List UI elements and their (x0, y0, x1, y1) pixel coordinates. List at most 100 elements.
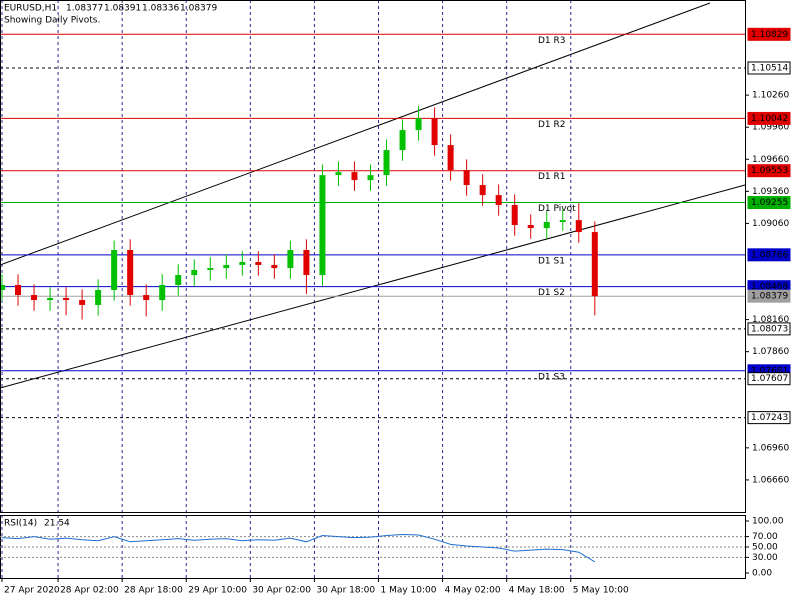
rsi-tick-label: 30.00 (752, 553, 778, 563)
candles-layer (0, 105, 598, 320)
rsi-layer (0, 534, 745, 563)
candle-body (79, 300, 86, 305)
level-price-box (747, 411, 791, 425)
y-tick-label: 1.09660 (752, 155, 789, 165)
candle-body (175, 275, 182, 285)
level-price-box (747, 111, 791, 125)
candle-body (111, 250, 118, 290)
level-price-box (747, 61, 791, 75)
x-tick-label: 30 Apr 18:00 (316, 586, 375, 596)
candle-body (303, 250, 310, 276)
ohlc-high: 1.08391 (104, 4, 141, 14)
candle-body (159, 284, 166, 301)
main-frame (0, 0, 746, 513)
x-tick-label: 1 May 10:00 (381, 586, 437, 596)
level-price-label: 1.08379 (751, 292, 788, 302)
candle-body (15, 284, 22, 296)
candle-body (191, 270, 198, 276)
level-price-box (747, 372, 791, 386)
x-tick-label: 4 May 18:00 (509, 586, 565, 596)
candle-body (319, 175, 326, 276)
level-price-label: 1.08468 (751, 282, 788, 292)
level-price-box (747, 27, 791, 41)
candle-body (223, 264, 230, 269)
level-price-label: 1.07681 (751, 366, 788, 376)
candle-body (31, 295, 38, 301)
rsi-tick-label: 70.00 (752, 532, 778, 542)
x-tick-label: 28 Apr 02:00 (60, 586, 119, 596)
candle-body (47, 298, 54, 301)
candle-body (591, 232, 598, 297)
level-price-label: 1.08073 (751, 324, 788, 334)
axis-layer: 27 Apr 2020 28 Apr 02:00 28 Apr 18:00 29 Ap… (1, 27, 791, 596)
candle-body (447, 145, 454, 171)
candle-body (367, 175, 374, 181)
x-tick-label: 30 Apr 02:00 (252, 586, 311, 596)
y-tick-label: 1.06660 (752, 475, 789, 485)
candle-body (0, 284, 6, 290)
candle-body (415, 118, 422, 131)
rsi-value: 21.54 (44, 519, 70, 529)
candle-body (479, 185, 486, 196)
level-price-label: 1.09255 (751, 198, 788, 208)
grid-layer (1, 0, 572, 578)
x-tick-label: 27 Apr 2020 (4, 586, 60, 596)
level-price-label: 1.07243 (751, 413, 788, 423)
pivot-label: D1 R2 (538, 120, 566, 130)
candle-body (143, 295, 150, 301)
ohlc-close: 1.08379 (180, 4, 217, 14)
pivot-label: D1 S1 (538, 256, 565, 266)
candle-body (495, 195, 502, 206)
rsi-line (1, 534, 596, 563)
candle-body (239, 261, 246, 265)
level-price-label: 1.10514 (751, 63, 788, 73)
level-price-label: 1.07607 (751, 374, 788, 384)
pivot-label: D1 S2 (538, 288, 565, 298)
candle-body (287, 250, 294, 269)
level-price-box (747, 248, 791, 262)
level-price-box (747, 289, 791, 303)
candle-body (207, 268, 214, 271)
y-tick-label: 1.10260 (752, 91, 789, 101)
rsi-tick-label: 100.00 (752, 516, 784, 526)
level-price-label: 1.10042 (751, 114, 788, 124)
y-tick-label: 1.08160 (752, 315, 789, 325)
level-price-box (747, 164, 791, 178)
levels-layer: D1 R3 D1 R2 D1 R1 D1 Pivot D1 S1 D1 S2 D1 S3 (0, 33, 745, 419)
candle-body (575, 220, 582, 233)
candle-body (95, 289, 102, 305)
y-tick-label: 1.09360 (752, 187, 789, 197)
pivot-label: D1 R3 (538, 36, 566, 46)
y-tick-label: 1.07860 (752, 347, 789, 357)
candle-body (543, 222, 550, 229)
level-price-box (747, 322, 791, 336)
y-tick-label: 1.09960 (752, 123, 789, 133)
candle-body (399, 130, 406, 151)
y-tick-label: 1.06960 (752, 443, 789, 453)
pivot-label: D1 Pivot (538, 204, 576, 214)
x-tick-label: 5 May 10:00 (573, 586, 629, 596)
candle-body (335, 172, 342, 176)
candle-body (511, 205, 518, 226)
candle-body (255, 261, 262, 265)
level-price-label: 1.09553 (751, 166, 788, 176)
rsi-tick-label: 0.00 (752, 569, 772, 579)
x-tick-label: 29 Apr 10:00 (188, 586, 247, 596)
y-tick-label: 1.09060 (752, 219, 789, 229)
x-tick-label: 28 Apr 18:00 (124, 586, 183, 596)
candle-body (127, 250, 134, 296)
level-price-label: 1.10829 (751, 30, 788, 40)
ohlc-open: 1.08377 (66, 4, 103, 14)
level-price-box (747, 196, 791, 210)
candle-body (527, 225, 534, 229)
candle-body (431, 118, 438, 146)
trend-line (0, 2, 711, 266)
rsi-name: RSI(14) (4, 519, 37, 529)
candle-body (63, 298, 70, 301)
ohlc-low: 1.08336 (142, 4, 179, 14)
pivot-label: D1 R1 (538, 172, 566, 182)
pivot-label: D1 S3 (538, 372, 565, 382)
